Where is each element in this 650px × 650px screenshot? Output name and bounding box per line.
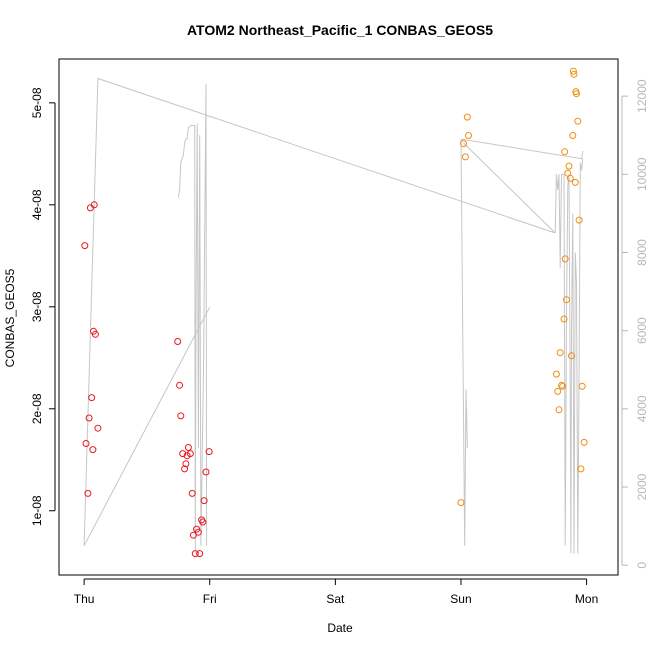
- altitude-line-5: [463, 142, 556, 234]
- data-point: [202, 468, 210, 476]
- data-point: [552, 370, 560, 378]
- data-point: [571, 178, 579, 186]
- data-point: [86, 204, 94, 212]
- x-tick-label: Sat: [326, 592, 345, 606]
- y-tick-label: 2e-08: [30, 393, 44, 424]
- data-point: [189, 531, 197, 539]
- data-points: [81, 67, 588, 558]
- y-tick-label: 4e-08: [30, 189, 44, 220]
- data-point: [573, 90, 580, 98]
- right-axis: 0 2000 4000 6000 8000 10000 12000: [621, 79, 649, 569]
- data-point: [577, 465, 585, 473]
- y-tick-label: 5e-08: [30, 87, 44, 118]
- data-point: [569, 67, 577, 75]
- data-point: [184, 444, 192, 451]
- data-point: [560, 315, 568, 323]
- x-axis: Thu Fri Sat Sun Mon: [74, 578, 598, 606]
- data-point: [554, 387, 562, 395]
- x-tick-label: Fri: [203, 592, 217, 606]
- data-point: [177, 412, 185, 420]
- data-point: [563, 296, 570, 304]
- data-point: [194, 528, 202, 536]
- data-point: [569, 132, 577, 139]
- data-point: [561, 148, 569, 156]
- data-point: [465, 132, 472, 139]
- data-point: [84, 489, 92, 497]
- data-point: [186, 450, 194, 458]
- y-axis-label: CONBAS_GEOS5: [3, 268, 17, 367]
- data-point: [463, 113, 471, 121]
- data-point: [580, 438, 588, 446]
- altitude-line-3: [460, 139, 468, 546]
- data-point: [181, 465, 189, 473]
- data-point: [568, 352, 575, 360]
- altitude-line-2: [83, 306, 211, 546]
- right-tick-label: 12000: [635, 79, 649, 113]
- data-point: [182, 460, 190, 468]
- data-point: [566, 174, 574, 182]
- data-point: [89, 446, 97, 454]
- data-point: [460, 140, 467, 148]
- data-point: [561, 255, 569, 263]
- y-tick-label: 3e-08: [30, 291, 44, 322]
- right-tick-label: 10000: [635, 157, 649, 191]
- data-point: [558, 381, 565, 389]
- x-tick-label: Mon: [575, 592, 598, 606]
- data-point: [556, 349, 564, 357]
- data-point: [91, 330, 99, 338]
- altitude-line-4: [460, 138, 584, 160]
- right-tick-label: 8000: [635, 239, 649, 266]
- data-point: [176, 381, 184, 389]
- x-tick-label: Thu: [74, 592, 95, 606]
- data-point: [82, 440, 90, 447]
- altitude-line-0: [83, 77, 556, 546]
- data-point: [559, 382, 567, 390]
- data-point: [575, 216, 583, 224]
- data-point: [565, 162, 573, 170]
- data-point: [188, 489, 196, 497]
- data-point: [90, 201, 98, 209]
- data-point: [85, 414, 93, 422]
- data-point: [199, 518, 207, 526]
- right-tick-label: 4000: [635, 395, 649, 422]
- y-tick-label: 1e-08: [30, 495, 44, 526]
- data-point: [574, 117, 582, 125]
- data-point: [191, 550, 199, 558]
- altitude-line-1: [177, 84, 208, 554]
- right-tick-label: 6000: [635, 317, 649, 344]
- plot-frame: [58, 58, 619, 576]
- data-point: [578, 382, 586, 390]
- chart-title: ATOM2 Northeast_Pacific_1 CONBAS_GEOS5: [187, 22, 493, 38]
- data-point: [196, 550, 204, 558]
- data-point: [81, 242, 89, 250]
- altitude-lines: [83, 77, 584, 554]
- data-point: [88, 394, 96, 402]
- data-point: [461, 153, 469, 161]
- right-tick-label: 2000: [635, 473, 649, 500]
- data-point: [200, 497, 208, 505]
- data-point: [179, 450, 187, 458]
- data-point: [205, 448, 213, 456]
- data-point: [457, 499, 465, 507]
- data-point: [94, 424, 102, 432]
- x-axis-label: Date: [327, 621, 353, 635]
- data-point: [174, 338, 182, 345]
- x-tick-label: Sun: [450, 592, 471, 606]
- data-point: [555, 406, 563, 414]
- right-tick-label: 0: [635, 562, 649, 569]
- y-axis: 1e-08 2e-08 3e-08 4e-08 5e-08: [30, 87, 56, 526]
- altitude-line-6: [554, 158, 584, 554]
- data-point: [570, 70, 578, 78]
